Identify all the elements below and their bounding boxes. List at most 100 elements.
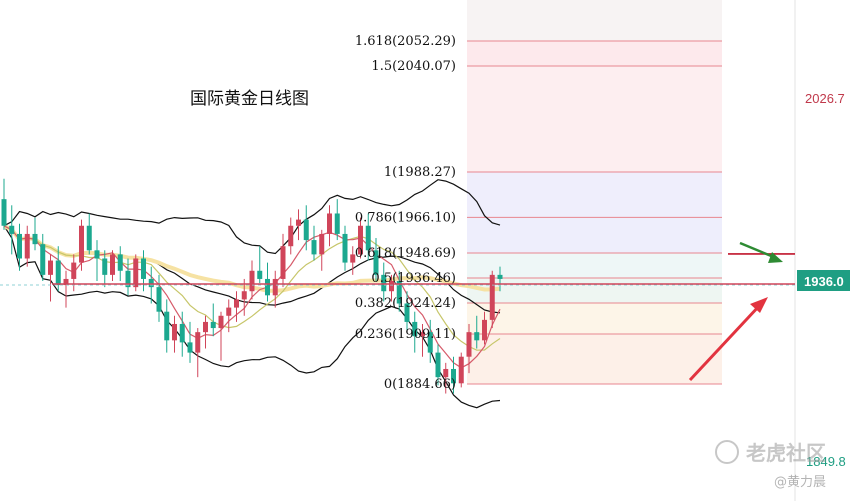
fib-bands bbox=[467, 0, 722, 385]
candle-body bbox=[303, 219, 309, 241]
trend-arrows bbox=[688, 241, 783, 382]
candle-body bbox=[280, 246, 286, 279]
watermark-brand: 老虎社区 bbox=[746, 441, 826, 465]
candle-body bbox=[63, 278, 69, 286]
candle-body bbox=[381, 274, 387, 292]
candle-body bbox=[164, 311, 170, 341]
candle-body bbox=[1, 199, 7, 226]
candle-body bbox=[296, 219, 301, 226]
fib-band bbox=[467, 252, 722, 279]
fib-level-label: 0.236(1909.11) bbox=[355, 327, 456, 342]
upper-price-label: 2026.7 bbox=[805, 91, 845, 106]
candle-body bbox=[435, 352, 441, 378]
candles bbox=[1, 178, 503, 394]
down-arrow-head bbox=[768, 252, 783, 263]
bollinger-lower bbox=[3, 225, 501, 409]
fib-labels: 1.618(2052.29) 1.5(2040.07) 1(1988.27) 0.78… bbox=[355, 34, 456, 392]
candle-body bbox=[55, 260, 61, 286]
fib-band bbox=[467, 333, 722, 384]
up-arrow-head bbox=[750, 297, 768, 313]
fib-band-top bbox=[467, 0, 722, 42]
candle-body bbox=[365, 225, 371, 251]
candle-body bbox=[32, 233, 38, 245]
watermark-author: @黄力晨 bbox=[774, 475, 826, 490]
fib-level-label: 0.786(1966.10) bbox=[355, 210, 456, 225]
fib-level-label: 1.5(2040.07) bbox=[371, 59, 456, 74]
candle-body bbox=[187, 342, 193, 353]
candle-body bbox=[9, 225, 15, 234]
fib-level-label: 1.618(2052.29) bbox=[355, 34, 456, 49]
candle-body bbox=[420, 332, 425, 337]
watermark: 老虎社区 @黄力晨 bbox=[715, 440, 826, 490]
tiger-logo-icon bbox=[715, 440, 739, 464]
candle-body bbox=[94, 250, 100, 259]
current-price-tag bbox=[797, 270, 850, 291]
candle-body bbox=[451, 368, 456, 384]
candle-body bbox=[195, 332, 201, 353]
candle-body bbox=[226, 307, 232, 316]
fib-level-label: 0(1884.66) bbox=[384, 377, 456, 392]
candle-body bbox=[148, 278, 154, 288]
horizontal-lines bbox=[0, 253, 795, 286]
candle-body bbox=[156, 287, 162, 312]
candle-body bbox=[334, 213, 340, 234]
candle-body bbox=[265, 278, 270, 296]
chart-title: 国际黄金日线图 bbox=[190, 89, 309, 109]
candle-body bbox=[179, 323, 185, 343]
candle-body bbox=[40, 244, 46, 275]
candle-body bbox=[110, 254, 115, 275]
candle-body bbox=[71, 262, 77, 279]
bollinger-upper bbox=[3, 179, 501, 255]
candle-body bbox=[24, 233, 30, 259]
candle-body bbox=[497, 274, 503, 279]
candle-body bbox=[272, 278, 278, 296]
fib-band bbox=[467, 278, 722, 304]
candle-body bbox=[241, 291, 247, 300]
candle-body bbox=[218, 315, 224, 329]
fib-level-label: 0.5(1936.46) bbox=[371, 271, 456, 286]
fib-band bbox=[467, 172, 722, 218]
fib-band bbox=[467, 41, 722, 67]
fib-level-label: 1(1988.27) bbox=[384, 165, 456, 180]
fib-band bbox=[467, 303, 722, 334]
candle-body bbox=[234, 299, 239, 308]
candle-body bbox=[172, 323, 177, 341]
candle-body bbox=[48, 260, 53, 275]
candle-body bbox=[125, 270, 131, 288]
fib-band bbox=[467, 66, 722, 172]
candle-body bbox=[373, 250, 379, 275]
candle-body bbox=[288, 225, 294, 247]
candle-body bbox=[86, 225, 92, 251]
fib-level-label: 0.618(1948.69) bbox=[355, 246, 456, 261]
candle-body bbox=[466, 332, 472, 357]
up-arrow-shaft bbox=[688, 303, 762, 382]
candle-body bbox=[133, 258, 139, 288]
candle-body bbox=[458, 356, 464, 384]
candle-body bbox=[427, 332, 433, 353]
candle-body bbox=[249, 270, 255, 292]
candle-body bbox=[327, 213, 332, 234]
candle-body bbox=[404, 303, 410, 322]
current-price-label: 1936.0 bbox=[804, 274, 844, 289]
candle-body bbox=[350, 254, 356, 263]
candle-body bbox=[342, 233, 348, 263]
candle-body bbox=[141, 258, 146, 279]
candle-body bbox=[489, 274, 495, 320]
candle-body bbox=[102, 258, 108, 275]
candle-body bbox=[17, 233, 22, 259]
candle-body bbox=[79, 225, 84, 263]
candle-body bbox=[210, 321, 216, 329]
lower-price-label: 1849.8 bbox=[806, 454, 846, 469]
candle-body bbox=[443, 368, 449, 378]
candle-body bbox=[396, 280, 402, 304]
candle-body bbox=[203, 321, 208, 333]
ma-mid-line bbox=[3, 225, 501, 351]
candle-body bbox=[389, 280, 394, 292]
candle-body bbox=[311, 240, 317, 255]
down-arrow-shaft bbox=[739, 241, 777, 260]
candle-body bbox=[117, 254, 123, 271]
candle-body bbox=[358, 225, 363, 255]
candle-body bbox=[474, 332, 480, 341]
fib-level-label: 0.382(1924.24) bbox=[355, 296, 456, 311]
